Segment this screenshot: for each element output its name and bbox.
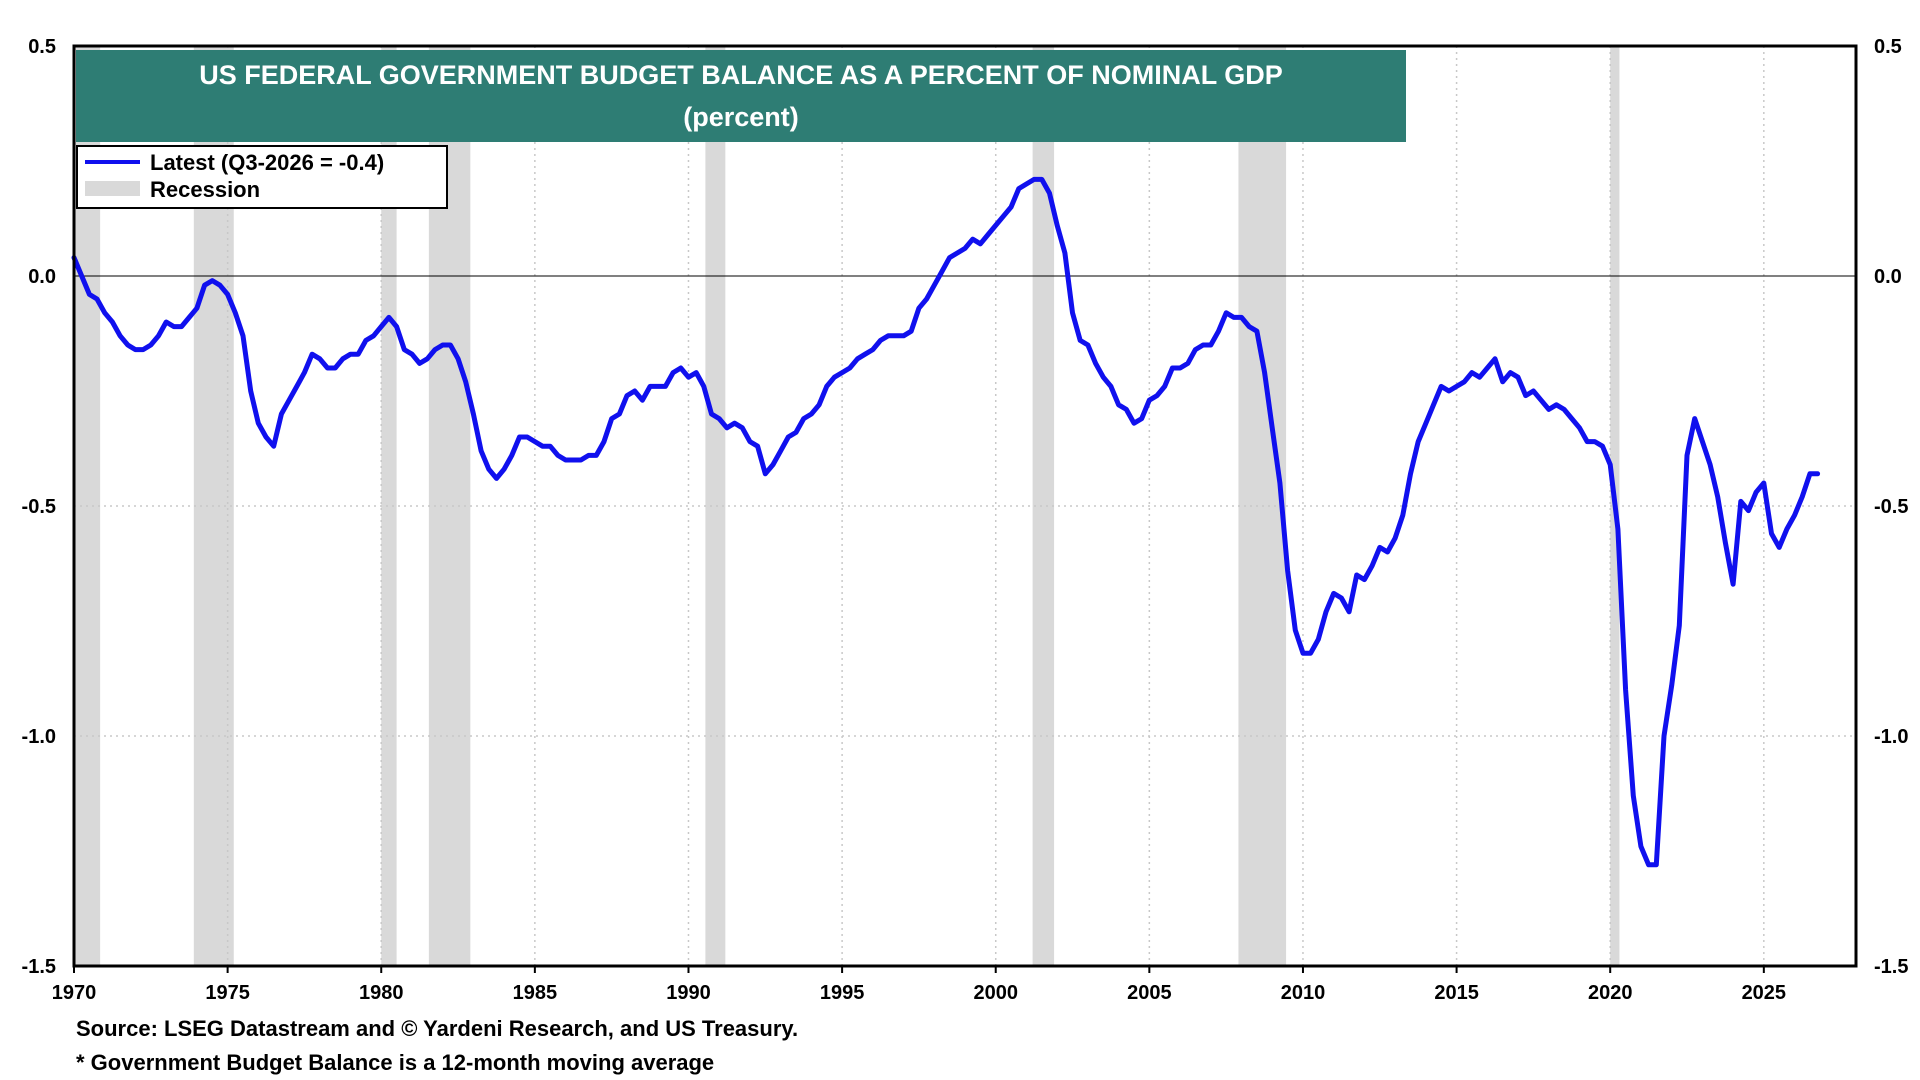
y-tick-label-right-1: 0.0 <box>1874 266 1902 288</box>
series-line-budget-balance <box>71 176 1821 868</box>
y-tick-label-left-1: 0.0 <box>28 266 56 288</box>
x-tick-label-1980: 1980 <box>359 982 404 1004</box>
x-tick-label-1990: 1990 <box>666 982 711 1004</box>
chart-title: US FEDERAL GOVERNMENT BUDGET BALANCE AS … <box>199 60 1283 90</box>
plot-frame <box>72 44 1858 968</box>
legend-box <box>76 145 448 209</box>
chart-subtitle: (percent) <box>683 102 799 132</box>
title-background <box>76 50 1406 142</box>
x-tick-label-2025: 2025 <box>1742 982 1787 1004</box>
x-tick-label-1985: 1985 <box>513 982 558 1004</box>
source-note: Source: LSEG Datastream and © Yardeni Re… <box>76 1016 799 1041</box>
y-tick-label-left-4: -1.5 <box>22 956 56 978</box>
legend: Latest (Q3-2026 = -0.4) Recession <box>76 145 448 209</box>
axis-tick-labels: 1970 1975 1980 1985 1990 1995 2000 2005 2010 2015… <box>22 36 1909 1004</box>
y-tick-label-right-4: -1.5 <box>1874 956 1908 978</box>
y-tick-label-left-2: -0.5 <box>22 496 56 518</box>
x-tick-label-2000: 2000 <box>973 982 1018 1004</box>
y-tick-label-right-2: -0.5 <box>1874 496 1908 518</box>
y-tick-label-right-3: -1.0 <box>1874 726 1908 748</box>
legend-recession-swatch <box>85 181 140 196</box>
x-tick-label-1995: 1995 <box>820 982 865 1004</box>
x-tick-label-2005: 2005 <box>1127 982 1172 1004</box>
y-tick-label-left-0: 0.5 <box>28 36 56 58</box>
y-tick-label-right-0: 0.5 <box>1874 36 1902 58</box>
y-tick-label-left-3: -1.0 <box>22 726 56 748</box>
x-tick-label-1975: 1975 <box>205 982 250 1004</box>
legend-label-recession: Recession <box>150 177 260 202</box>
x-tick-label-2020: 2020 <box>1588 982 1633 1004</box>
x-tick-label-2015: 2015 <box>1434 982 1479 1004</box>
x-tick-label-1970: 1970 <box>52 982 97 1004</box>
footnote: * Government Budget Balance is a 12-mont… <box>76 1050 715 1075</box>
title-box: US FEDERAL GOVERNMENT BUDGET BALANCE AS … <box>76 50 1406 142</box>
x-tick-label-2010: 2010 <box>1281 982 1326 1004</box>
legend-label-latest: Latest (Q3-2026 = -0.4) <box>150 150 384 175</box>
